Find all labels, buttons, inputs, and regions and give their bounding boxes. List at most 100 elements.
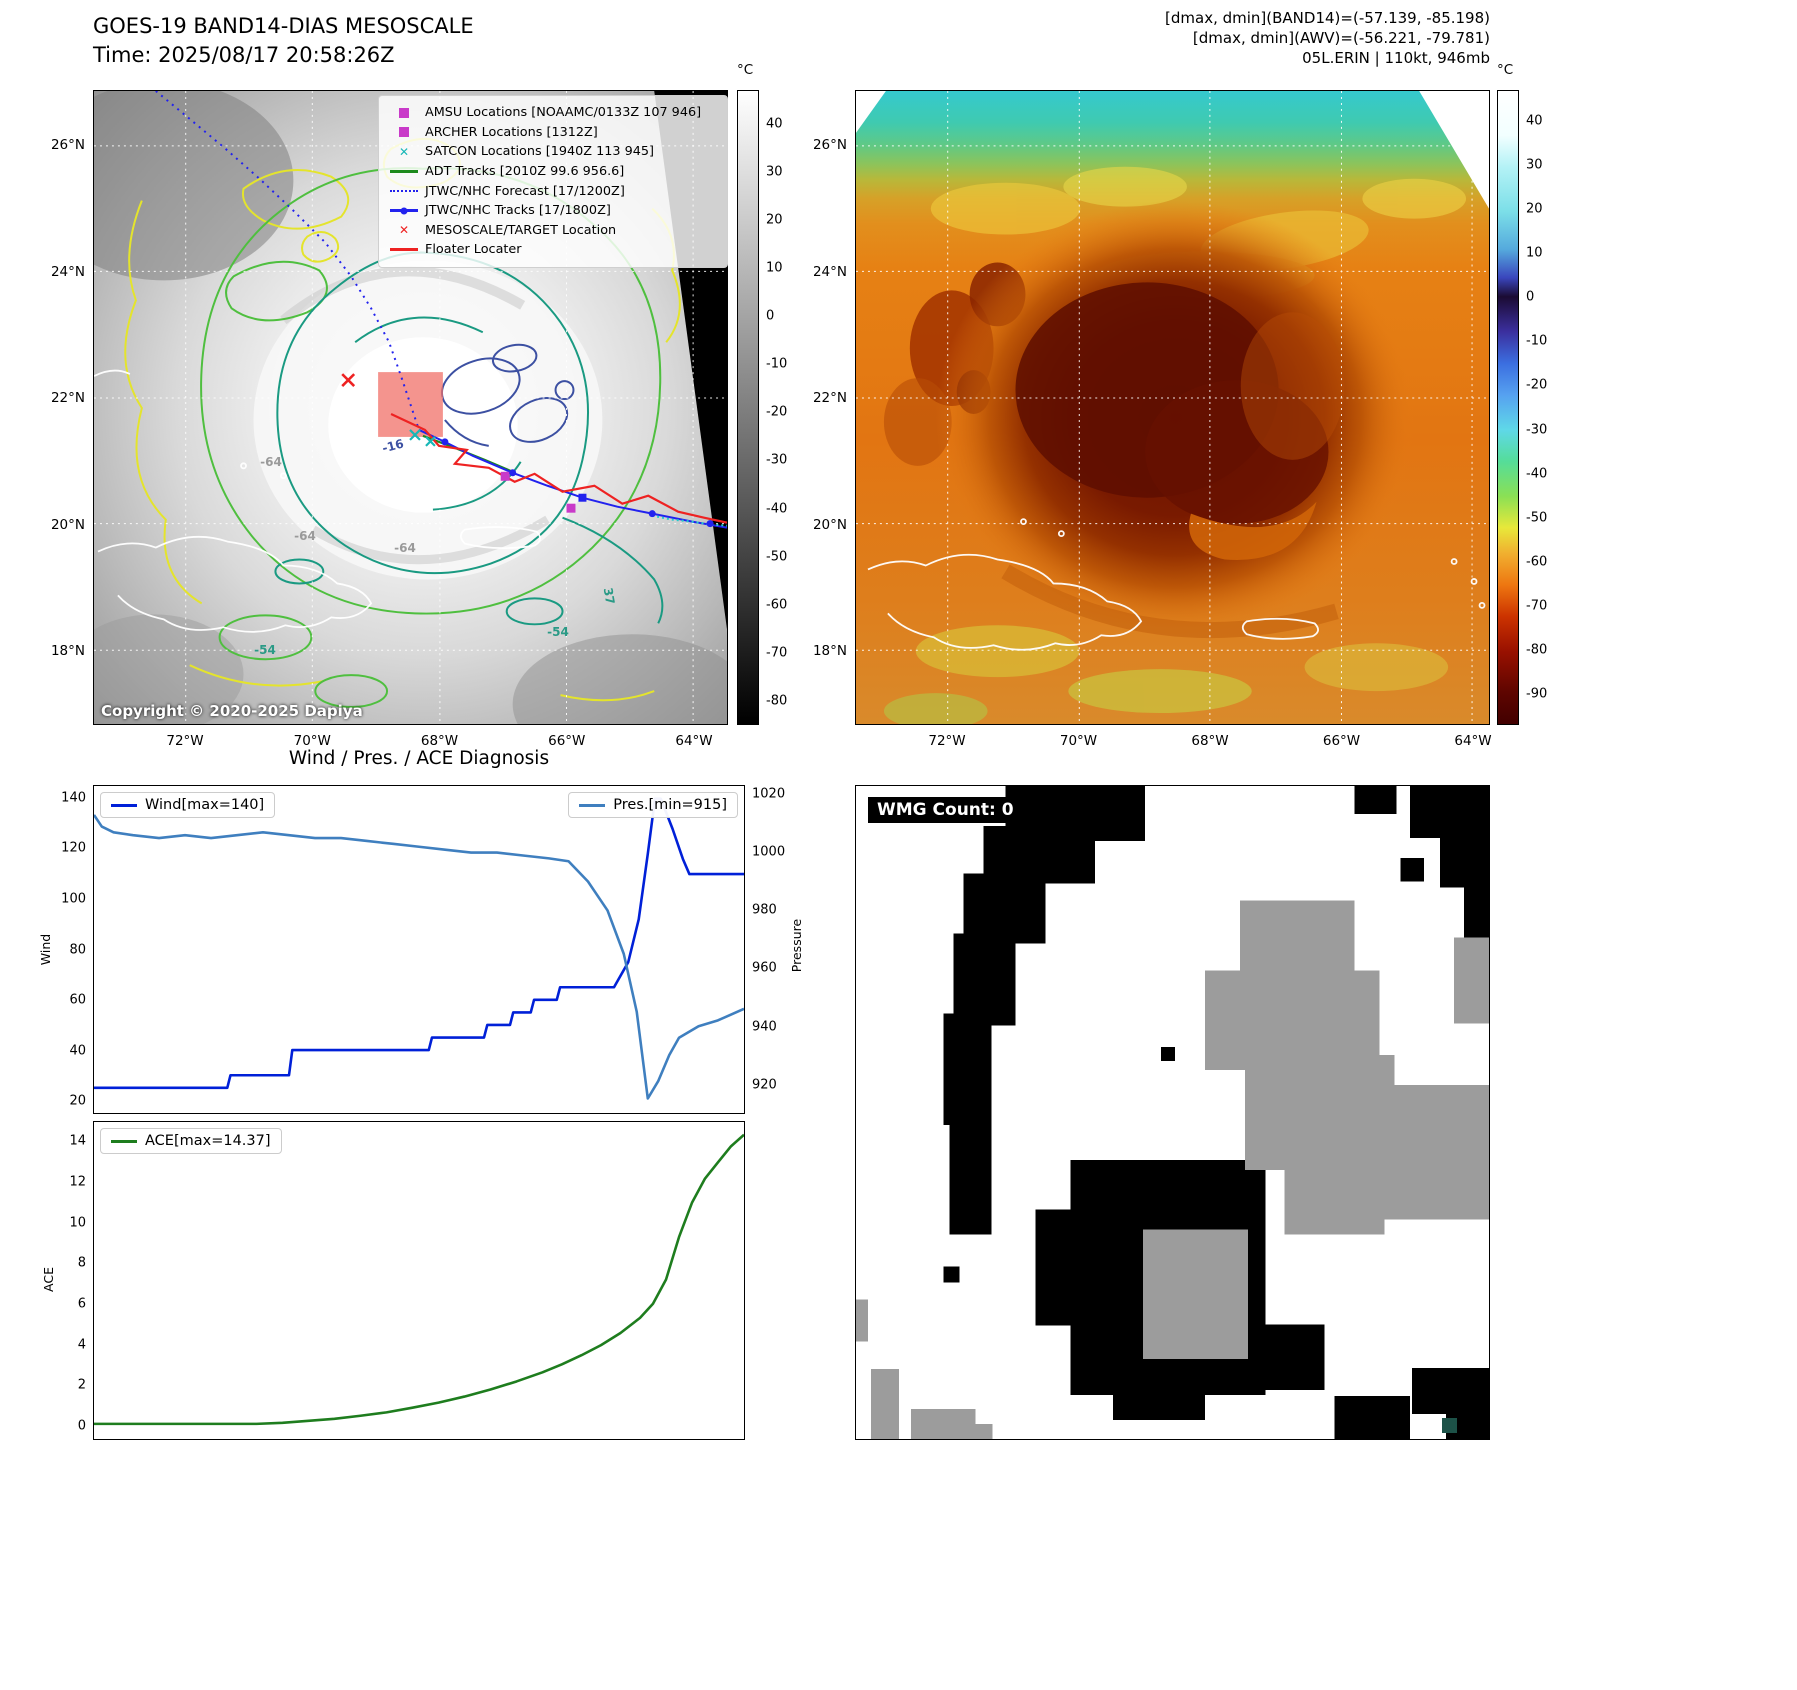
legend-item: ✕ SATCON Locations [1940Z 113 945] — [388, 142, 718, 162]
band14-colorbar-unit: °C — [737, 62, 754, 78]
axis-tick-label: 2 — [77, 1377, 86, 1393]
awv-lat-label: 18°N — [812, 643, 847, 659]
x-legend-marker-icon: ✕ — [398, 223, 410, 238]
axis-tick-label: 960 — [752, 960, 777, 976]
legend-item: JTWC/NHC Tracks [17/1800Z] — [388, 201, 718, 221]
axis-tick-label: 980 — [752, 902, 777, 918]
coastlines — [94, 369, 541, 633]
awv-lat-label: 24°N — [812, 263, 847, 280]
band14-colorbar-tick: 40 — [766, 116, 783, 132]
latlon-grid — [856, 91, 1489, 724]
axis-tick-label: 100 — [61, 891, 86, 907]
ace-legend-line — [111, 1139, 137, 1143]
awv-colorbar-tick: 10 — [1526, 245, 1543, 261]
pressure-legend-line — [579, 803, 606, 807]
band14-lon-label: 68°W — [420, 733, 459, 749]
wind-axis-label: Wind — [38, 933, 54, 966]
pressure-legend: Pres.[min=915] — [568, 792, 738, 818]
storm-id-intensity: 05L.ERIN | 110kt, 946mb — [1302, 49, 1490, 67]
axis-tick-label: 80 — [69, 942, 86, 957]
amsu-marker — [500, 471, 510, 481]
axis-tick-label: 8 — [77, 1255, 86, 1271]
ace-chart: ACE[max=14.37] 0 2 4 6 8 10 12 14 — [69, 1121, 745, 1440]
awv-colorbar-tick: -80 — [1526, 642, 1548, 658]
axis-tick-label: 920 — [752, 1077, 777, 1093]
satcon-x-marker — [409, 429, 421, 441]
awv-colorbar-tick: -70 — [1526, 598, 1548, 614]
awv-header: [dmax, dmin](BAND14)=(-57.139, -85.198) … — [1165, 8, 1490, 68]
band14-lat-label: 26°N — [50, 137, 85, 153]
awv-colorbar-tick: 30 — [1526, 157, 1543, 173]
wind-pressure-plot-area — [93, 785, 745, 1114]
awv-colorbar-tick: -10 — [1526, 333, 1548, 349]
awv-colorbar-tick: 20 — [1526, 201, 1543, 217]
wind-legend: Wind[max=140] — [100, 792, 276, 818]
x-legend-marker-icon: ✕ — [398, 144, 410, 159]
line-legend-marker-icon — [388, 248, 420, 252]
diagnosis-title: Wind / Pres. / ACE Diagnosis — [288, 748, 550, 769]
legend-item: JTWC/NHC Forecast [17/1200Z] — [388, 181, 718, 201]
awv-lat-label: 20°N — [812, 516, 847, 533]
legend-item: AMSU Locations [NOAAMC/0133Z 107 946] — [388, 103, 718, 123]
awv-colorbar — [1497, 90, 1519, 725]
wmg-mask-image — [856, 786, 1489, 1439]
awv-lon-label: 66°W — [1322, 733, 1361, 749]
legend-item-label: Floater Locater — [425, 242, 522, 258]
band14-lat-label: 18°N — [50, 643, 85, 659]
band14-title-block: GOES-19 BAND14-DIAS MESOSCALE Time: 2025… — [93, 12, 474, 70]
series-line-left — [94, 797, 744, 1090]
awv-lat-label: 22°N — [812, 390, 847, 406]
legend-item-label: ARCHER Locations [1312Z] — [425, 124, 598, 140]
awv-satellite-map — [855, 90, 1490, 725]
axis-tick-label: 1000 — [752, 844, 786, 860]
band14-lat-label: 22°N — [50, 390, 85, 406]
line-marker-icon — [390, 190, 418, 193]
map-legend: AMSU Locations [NOAAMC/0133Z 107 946] ARC… — [378, 95, 728, 268]
band14-colorbar-tick: 0 — [766, 308, 775, 324]
awv-colorbar-tick: -20 — [1526, 377, 1548, 393]
legend-item: Floater Locater — [388, 240, 718, 260]
awv-lon-label: 70°W — [1059, 733, 1098, 749]
satcon-x-marker — [425, 436, 436, 447]
legend-item-label: AMSU Locations [NOAAMC/0133Z 107 946] — [425, 105, 702, 121]
pressure-axis-label: Pressure — [789, 918, 805, 973]
legend-item-label: ADT Tracks [2010Z 99.6 956.6] — [425, 164, 625, 180]
legend-item-label: JTWC/NHC Forecast [17/1200Z] — [425, 183, 625, 199]
axis-tick-label: 940 — [752, 1019, 777, 1035]
awv-lon-label: 64°W — [1454, 733, 1492, 749]
awv-colorbar-tick: -50 — [1526, 510, 1548, 526]
awv-colorbar-unit: °C — [1497, 62, 1514, 78]
band14-colorbar-tick: 30 — [766, 164, 783, 180]
band14-lon-label: 72°W — [166, 733, 204, 749]
awv-colorbar-tick: 40 — [1526, 113, 1543, 129]
line-marker-icon — [390, 170, 418, 174]
band14-lon-label: 66°W — [548, 733, 586, 749]
track-markers — [341, 373, 714, 528]
axis-tick-label: 14 — [69, 1133, 86, 1149]
band14-colorbar-tick: 10 — [766, 260, 783, 276]
mesoscale-target-x-marker — [341, 373, 356, 387]
archer-marker — [566, 503, 576, 513]
axis-tick-label: 60 — [69, 992, 86, 1008]
legend-item-label: JTWC/NHC Tracks [17/1800Z] — [425, 203, 611, 219]
dot-marker-icon — [400, 207, 408, 215]
band14-colorbar-tick: -70 — [766, 645, 788, 661]
band14-lat-label: 24°N — [50, 263, 85, 280]
awv-colorbar-tick: -40 — [1526, 466, 1548, 482]
band14-colorbar-tick: -10 — [766, 356, 788, 372]
band14-time: Time: 2025/08/17 20:58:26Z — [93, 43, 395, 67]
line-marker-icon — [390, 248, 418, 252]
line-legend-marker-icon — [388, 170, 420, 174]
band14-colorbar-tick: -40 — [766, 501, 788, 517]
awv-dmax-awv: [dmax, dmin](AWV)=(-56.221, -79.781) — [1192, 29, 1490, 47]
coastlines — [867, 518, 1486, 651]
wind-legend-line — [111, 803, 137, 807]
axis-tick-label: 1020 — [752, 786, 786, 802]
satcon-track — [652, 514, 727, 527]
awv-colorbar-tick: 0 — [1526, 289, 1535, 305]
floater-track — [390, 412, 727, 524]
awv-satellite-image — [856, 91, 1489, 724]
band14-colorbar-tick: -80 — [766, 693, 788, 709]
awv-lon-label: 68°W — [1191, 733, 1229, 749]
